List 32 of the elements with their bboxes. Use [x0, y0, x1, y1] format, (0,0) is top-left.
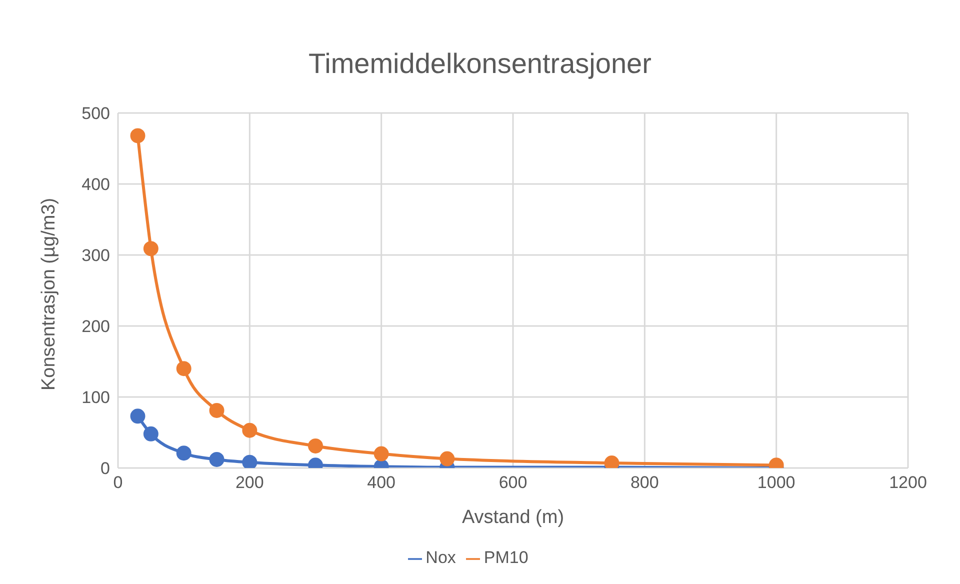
point — [209, 402, 224, 418]
point — [143, 426, 158, 442]
point — [374, 446, 389, 462]
x-axis-title: Avstand (m) — [462, 507, 564, 528]
point — [130, 128, 146, 144]
point — [130, 408, 146, 424]
x-tick-label: 1200 — [889, 473, 927, 492]
point — [242, 422, 258, 438]
y-tick-label: 500 — [82, 104, 110, 124]
x-tick-label: 200 — [235, 473, 264, 492]
point — [143, 241, 158, 256]
chart-title: Timemiddelkonsentrasjoner — [308, 47, 652, 81]
x-tick-label: 400 — [367, 473, 396, 492]
point — [209, 452, 224, 467]
y-tick-label: 200 — [82, 317, 110, 336]
legend-label: Nox — [426, 548, 456, 567]
legend-label: PM10 — [484, 548, 528, 567]
y-tick-label: 0 — [100, 459, 110, 478]
point — [604, 456, 620, 468]
y-tick-label: 400 — [82, 175, 110, 194]
point — [176, 446, 192, 461]
x-tick-label: 1000 — [757, 473, 796, 492]
point — [176, 361, 192, 376]
x-tick-label: 0 — [113, 473, 123, 492]
y-tick-label: 100 — [82, 388, 110, 408]
x-tick-label: 800 — [630, 473, 659, 492]
y-tick-label: 300 — [82, 246, 110, 266]
point — [440, 451, 455, 466]
y-axis-title: Konsentrasjon (µg/m3) — [38, 198, 60, 390]
x-tick-label: 600 — [498, 473, 528, 492]
point — [242, 454, 258, 468]
point — [308, 438, 323, 454]
